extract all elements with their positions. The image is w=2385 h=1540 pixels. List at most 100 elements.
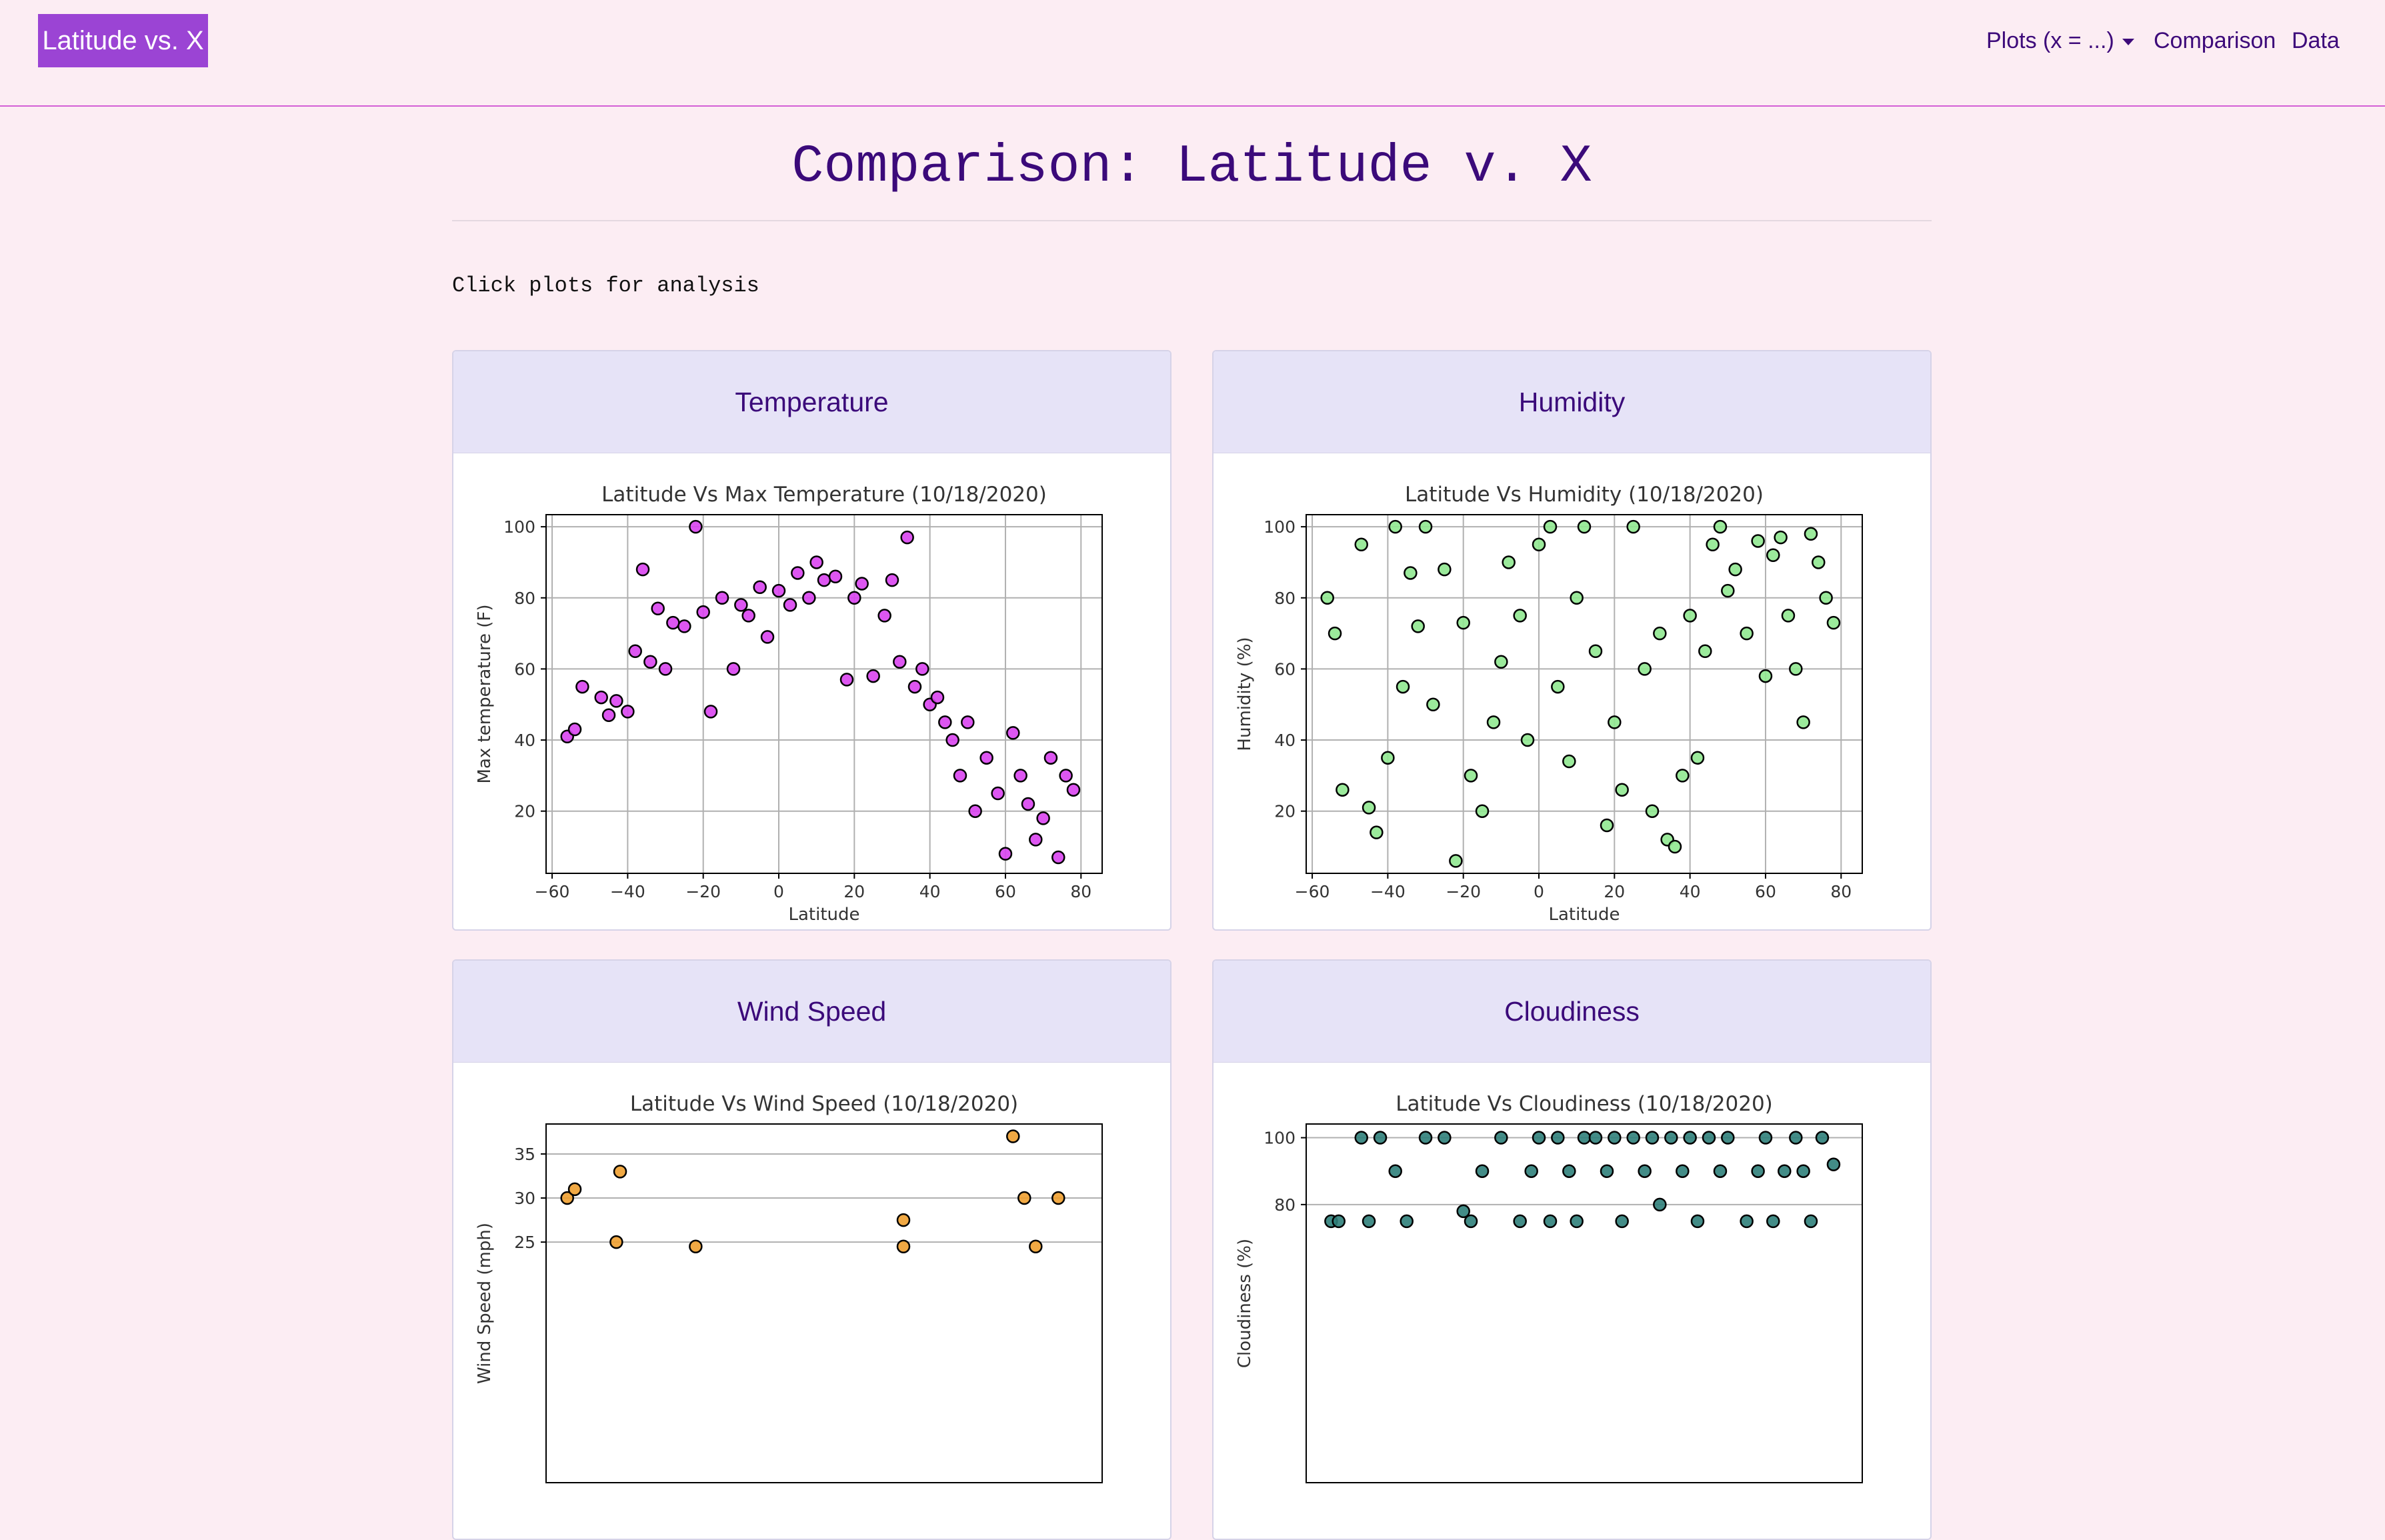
plot-frame xyxy=(545,514,1103,874)
point xyxy=(1751,1164,1765,1178)
point xyxy=(1426,697,1440,711)
point xyxy=(1608,1131,1622,1145)
scatter-plot[interactable]: Latitude Vs Wind Speed (10/18/2020) 25 30 3… xyxy=(453,1063,1170,1539)
y-tick-label: 60 xyxy=(514,659,535,679)
point xyxy=(651,601,665,616)
point xyxy=(643,655,657,669)
point xyxy=(1520,733,1535,747)
point xyxy=(1388,1164,1402,1178)
point xyxy=(1373,1131,1388,1145)
point xyxy=(855,577,869,591)
card-title: Humidity xyxy=(1214,351,1930,453)
scatter-plot[interactable]: Latitude Vs Humidity (10/18/2020) −60 −40 −… xyxy=(1214,453,1930,930)
point xyxy=(1740,1214,1754,1229)
y-tick-label: 80 xyxy=(514,589,535,608)
point xyxy=(734,598,748,612)
nav-link[interactable]: Comparison xyxy=(2154,28,2276,53)
point xyxy=(1551,679,1565,694)
point xyxy=(809,555,823,569)
point xyxy=(1815,1131,1830,1145)
point xyxy=(1664,1131,1678,1145)
point xyxy=(1370,825,1384,839)
x-tick-label: −20 xyxy=(1446,882,1481,901)
point xyxy=(896,1213,911,1227)
point xyxy=(877,609,891,623)
point xyxy=(915,662,929,676)
point xyxy=(1796,715,1810,729)
plot-frame xyxy=(1306,514,1863,874)
point xyxy=(601,708,616,722)
point xyxy=(1577,1131,1592,1145)
heading: Comparison: Latitude v. X xyxy=(791,137,1592,197)
point xyxy=(1751,534,1765,548)
point xyxy=(1059,769,1073,783)
point xyxy=(930,690,945,705)
scatter-plot[interactable]: Latitude Vs Cloudiness (10/18/2020) 80 100… xyxy=(1214,1063,1930,1539)
card-title: Wind Speed xyxy=(453,961,1170,1063)
point xyxy=(1029,833,1043,847)
x-tick-label: 20 xyxy=(1604,882,1625,901)
point xyxy=(1728,562,1742,577)
nav-link[interactable]: Plots (x = ...) xyxy=(1986,28,2114,53)
point xyxy=(945,733,959,747)
point xyxy=(1513,1214,1527,1229)
y-tick-label: 80 xyxy=(1274,589,1296,608)
x-tick-label: −40 xyxy=(610,882,645,901)
point xyxy=(1404,566,1418,580)
nav-dropdown[interactable]: Plots (x = ...) xyxy=(1986,27,2134,55)
point xyxy=(1332,1214,1346,1229)
y-tick-label: 80 xyxy=(1274,1195,1296,1215)
point xyxy=(1494,655,1508,669)
point xyxy=(1354,537,1368,552)
point xyxy=(1766,548,1780,563)
point xyxy=(1570,1214,1584,1229)
y-tick-label: 40 xyxy=(1274,731,1296,750)
nav-link[interactable]: Data xyxy=(2292,28,2340,53)
point xyxy=(753,580,767,595)
point xyxy=(1676,1164,1690,1178)
y-tick-label: 100 xyxy=(1264,1129,1296,1148)
scatter-plot[interactable]: Latitude Vs Max Temperature (10/18/2020)… xyxy=(453,453,1170,930)
point xyxy=(1600,1164,1614,1178)
point xyxy=(567,1182,582,1197)
point xyxy=(621,705,635,719)
plot-area xyxy=(546,1124,1102,1483)
point xyxy=(1645,804,1660,818)
point xyxy=(1036,811,1050,825)
navbar: Latitude vs. X Plots (x = ...) Compariso… xyxy=(0,0,2385,107)
x-tick-label: 80 xyxy=(1830,882,1852,901)
card-title: Cloudiness xyxy=(1214,961,1930,1063)
point xyxy=(953,769,967,783)
point xyxy=(900,530,914,545)
point xyxy=(1551,1131,1565,1145)
point xyxy=(839,673,854,687)
chart-title: Latitude Vs Cloudiness (10/18/2020) xyxy=(1396,1092,1773,1116)
point xyxy=(1615,1214,1629,1229)
x-tick-label: 20 xyxy=(843,882,865,901)
point xyxy=(1615,783,1629,797)
plot-card: Wind Speed Latitude Vs Wind Speed (10/18/… xyxy=(452,959,1171,1540)
point xyxy=(1789,662,1803,676)
point xyxy=(635,562,650,577)
point xyxy=(1570,591,1584,605)
point xyxy=(1713,1164,1728,1178)
y-axis-label: Wind Speed (mph) xyxy=(475,1223,495,1384)
brand[interactable]: Latitude vs. X xyxy=(38,14,208,67)
point xyxy=(1051,850,1065,865)
point xyxy=(1758,669,1773,683)
point xyxy=(1668,839,1682,854)
chart-title: Latitude Vs Wind Speed (10/18/2020) xyxy=(630,1092,1018,1116)
point xyxy=(1577,519,1592,534)
point xyxy=(938,715,952,729)
point xyxy=(1396,679,1410,694)
point xyxy=(1740,626,1754,641)
point xyxy=(1653,626,1667,641)
point xyxy=(1638,1164,1652,1178)
point xyxy=(1336,783,1350,797)
plot-card: Cloudiness Latitude Vs Cloudiness (10/18/… xyxy=(1212,959,1932,1540)
point xyxy=(791,566,805,580)
point xyxy=(677,619,691,633)
point xyxy=(991,786,1005,801)
point xyxy=(575,679,589,694)
